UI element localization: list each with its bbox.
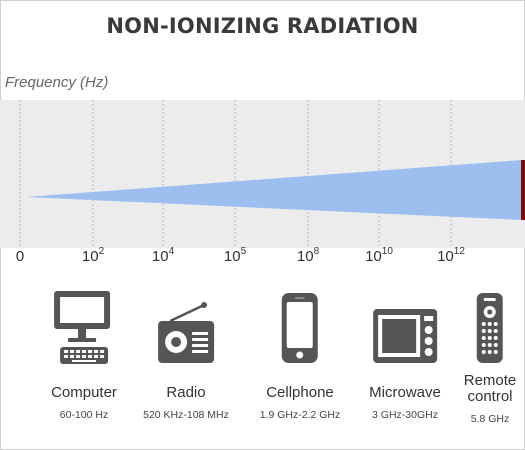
tick-label-0: 0 (15, 248, 25, 265)
device-computer: Computer 60-100 Hz (51, 285, 117, 421)
device-name: Computer (51, 384, 117, 401)
microwave-icon (371, 285, 439, 365)
device-frequency-range: 5.8 GHz (470, 413, 510, 425)
device-name: Remote control (463, 372, 517, 405)
device-frequency-range: 60-100 Hz (59, 409, 109, 421)
cellphone-icon (280, 285, 320, 365)
tick-label-4: 108 (296, 246, 320, 265)
device-remote-control: Remote control 5.8 GHz (463, 285, 517, 425)
frequency-band-graphic (19, 100, 525, 248)
tick-label-5: 1010 (365, 246, 393, 265)
frequency-band (0, 100, 525, 248)
device-microwave: Microwave 3 GHz-30GHz (369, 285, 441, 421)
device-frequency-range: 1.9 GHz-2.2 GHz (259, 409, 341, 421)
device-frequency-range: 3 GHz-30GHz (372, 409, 438, 421)
device-name: Radio (166, 384, 206, 401)
tick-label-2: 104 (151, 246, 175, 265)
device-frequency-range: 520 KHz-108 MHz (143, 409, 229, 421)
computer-icon (52, 285, 116, 365)
remote-control-icon (475, 285, 505, 365)
device-cellphone: Cellphone 1.9 GHz-2.2 GHz (259, 285, 341, 421)
diagram-title: NON-IONIZING RADIATION (106, 14, 419, 38)
radio-icon (156, 285, 216, 365)
tick-label-3: 105 (223, 246, 247, 265)
device-name: Cellphone (266, 384, 334, 401)
tick-label-1: 102 (81, 246, 105, 265)
device-radio: Radio 520 KHz-108 MHz (143, 285, 229, 421)
wedge-edge (521, 160, 525, 220)
frequency-wedge (26, 160, 522, 220)
device-name: Microwave (369, 384, 441, 401)
axis-title: Frequency (Hz) (5, 74, 109, 91)
tick-label-6: 1012 (437, 246, 465, 265)
